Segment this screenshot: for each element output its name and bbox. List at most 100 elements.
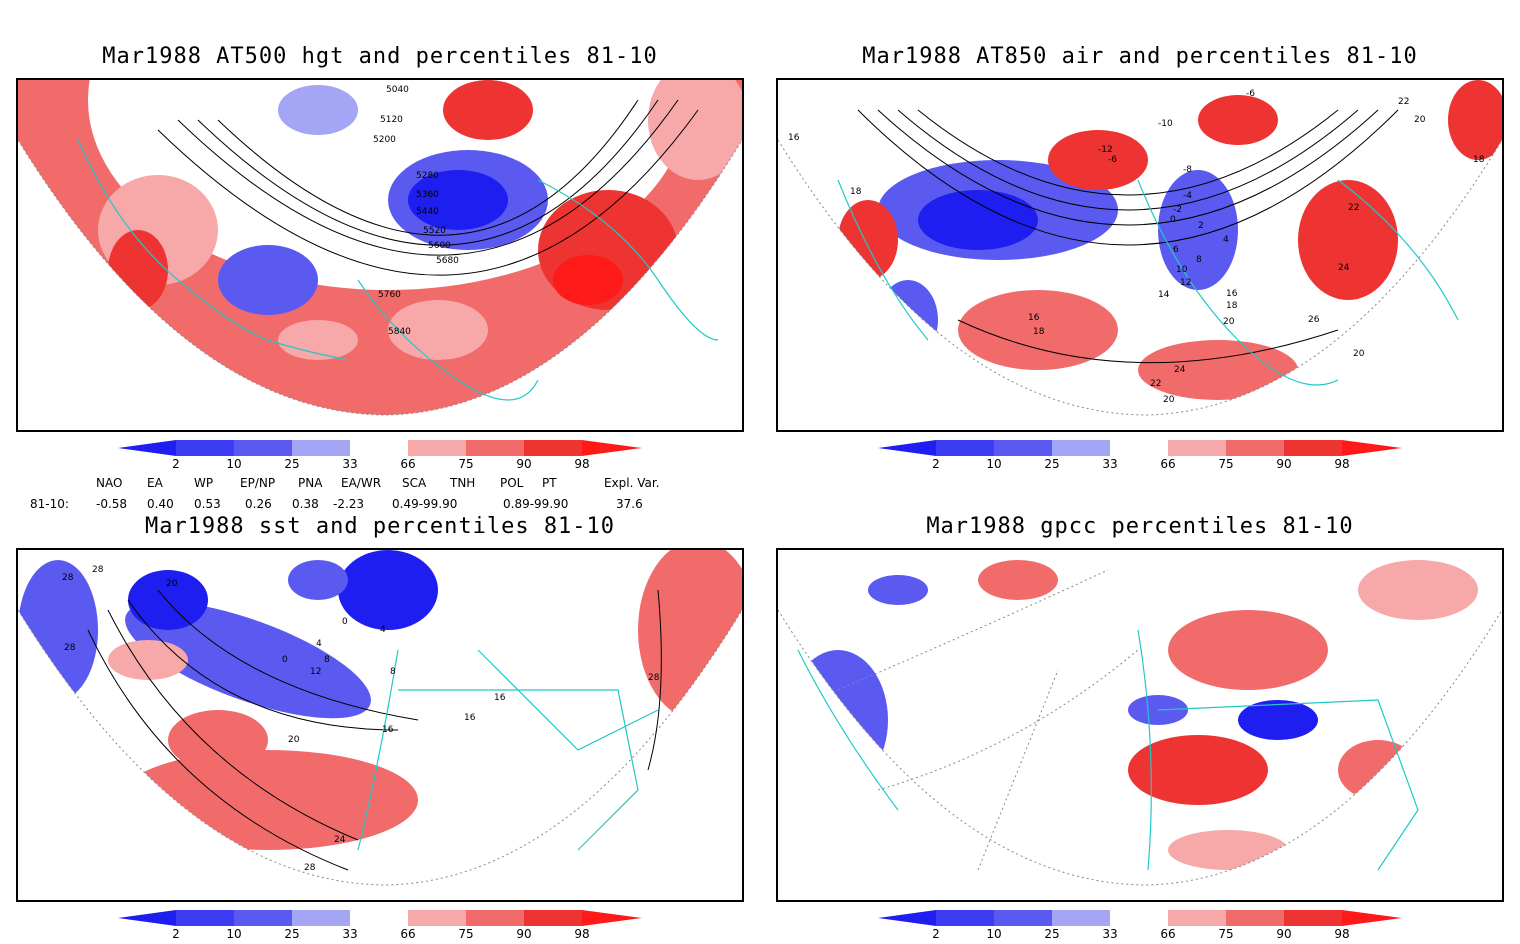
colorbar-label: 66	[1160, 457, 1176, 471]
svg-text:18: 18	[1033, 327, 1045, 337]
svg-text:18: 18	[1226, 301, 1238, 311]
svg-text:20: 20	[1163, 395, 1175, 405]
svg-text:-12: -12	[1098, 145, 1113, 155]
index-header: EA	[147, 476, 163, 490]
colorbar-label: 2	[172, 457, 180, 471]
svg-text:16: 16	[494, 693, 506, 703]
svg-text:16: 16	[1226, 289, 1238, 299]
colorbar-label: 25	[284, 457, 300, 471]
svg-text:-6: -6	[1246, 89, 1255, 99]
map-at850: -6 -10 -12 -8 -6 -4 -2 0 2 4 6 8 10 12 1…	[778, 80, 1502, 416]
colorbar-label: 2	[932, 457, 940, 471]
svg-text:16: 16	[382, 725, 394, 735]
panel-4-title: Mar1988 gpcc percentiles 81-10	[926, 514, 1354, 539]
coastlines	[357, 649, 659, 851]
svg-text:20: 20	[1223, 317, 1235, 327]
svg-text:0: 0	[342, 617, 348, 627]
colorbar-label: 90	[1276, 927, 1292, 941]
contour-labels: 28 28 28 20 0 4 8 12 0 4 8 16 16 16 20 2…	[62, 565, 660, 873]
svg-text:26: 26	[1308, 315, 1320, 325]
colorbar-label: 75	[1218, 927, 1234, 941]
colorbar-label: 98	[574, 457, 590, 471]
svg-text:28: 28	[304, 863, 316, 873]
map-panel-gpcc	[776, 548, 1504, 902]
colorbar-label: 2	[932, 927, 940, 941]
svg-text:28: 28	[92, 565, 104, 575]
svg-text:8: 8	[1196, 255, 1202, 265]
svg-text:-4: -4	[1183, 191, 1192, 201]
colorbar-label: 33	[342, 927, 358, 941]
colorbar-label: 33	[342, 457, 358, 471]
coastlines	[837, 179, 1459, 386]
index-header: NAO	[96, 476, 123, 490]
colorbar-top-left: 2 10 25 33 66 75 90 98	[118, 440, 648, 474]
index-row-label: 81-10:	[30, 497, 69, 511]
svg-text:18: 18	[850, 187, 862, 197]
svg-text:5360: 5360	[416, 190, 439, 200]
colorbar-label: 25	[1044, 927, 1060, 941]
index-value: 37.6	[616, 497, 643, 511]
colorbar-bottom-right: 2 10 25 33 66 75 90 98	[878, 910, 1408, 944]
svg-text:5520: 5520	[423, 226, 446, 236]
colorbar-label: 98	[1334, 457, 1350, 471]
svg-text:5680: 5680	[436, 256, 459, 266]
svg-text:8: 8	[324, 655, 330, 665]
index-header: POL	[500, 476, 524, 490]
temperature-contours	[857, 109, 1399, 364]
index-value: 0.49-99.90	[392, 497, 458, 511]
index-value: 0.38	[292, 497, 319, 511]
colorbar-label: 66	[400, 457, 416, 471]
map-panel-at500: 5040 5120 5200 5280 5360 5440 5520 5600 …	[16, 78, 744, 432]
coastlines	[797, 629, 1419, 871]
index-header: TNH	[450, 476, 476, 490]
colorbar-label: 90	[516, 927, 532, 941]
colorbar-label: 75	[458, 927, 474, 941]
panel-3-title: Mar1988 sst and percentiles 81-10	[144, 514, 616, 539]
sst-contours	[87, 589, 662, 871]
colorbar-label: 66	[400, 927, 416, 941]
svg-text:8: 8	[390, 667, 396, 677]
index-value: 0.26	[245, 497, 272, 511]
colorbar-label: 10	[986, 457, 1002, 471]
svg-text:20: 20	[166, 579, 178, 589]
index-header: PT	[542, 476, 557, 490]
svg-text:10: 10	[1176, 265, 1188, 275]
index-header: EP/NP	[240, 476, 276, 490]
svg-text:0: 0	[1170, 215, 1176, 225]
svg-text:24: 24	[334, 835, 346, 845]
svg-text:22: 22	[1398, 97, 1409, 107]
svg-text:22: 22	[1150, 379, 1161, 389]
svg-text:4: 4	[316, 639, 322, 649]
colorbar-label: 66	[1160, 927, 1176, 941]
index-value: 0.40	[147, 497, 174, 511]
colorbar-bottom-left: 2 10 25 33 66 75 90 98	[118, 910, 648, 944]
svg-text:16: 16	[464, 713, 476, 723]
svg-text:5280: 5280	[416, 171, 439, 181]
contour-labels: 5040 5120 5200 5280 5360 5440 5520 5600 …	[373, 85, 459, 337]
colorbar-label: 90	[1276, 457, 1292, 471]
svg-text:28: 28	[648, 673, 660, 683]
panel-1-title: Mar1988 AT500 hgt and percentiles 81-10	[102, 44, 658, 69]
map-gpcc	[778, 550, 1502, 886]
contour-labels: -6 -10 -12 -8 -6 -4 -2 0 2 4 6 8 10 12 1…	[788, 89, 1485, 405]
colorbar-label: 10	[226, 457, 242, 471]
index-value: -2.23	[333, 497, 365, 511]
svg-text:18: 18	[1473, 155, 1485, 165]
svg-text:5120: 5120	[380, 115, 403, 125]
index-value: 0.53	[194, 497, 221, 511]
index-header: PNA	[298, 476, 323, 490]
svg-text:14: 14	[1158, 290, 1170, 300]
svg-text:24: 24	[1174, 365, 1186, 375]
svg-text:5440: 5440	[416, 207, 439, 217]
index-header: WP	[194, 476, 214, 490]
svg-text:16: 16	[1028, 313, 1040, 323]
index-value: -0.58	[96, 497, 128, 511]
svg-text:20: 20	[288, 735, 300, 745]
colorbar-label: 2	[172, 927, 180, 941]
svg-text:5200: 5200	[373, 135, 396, 145]
colorbar-label: 75	[458, 457, 474, 471]
svg-text:0: 0	[282, 655, 288, 665]
svg-text:-8: -8	[1183, 165, 1192, 175]
height-contours	[157, 99, 699, 276]
colorbar-label: 10	[226, 927, 242, 941]
